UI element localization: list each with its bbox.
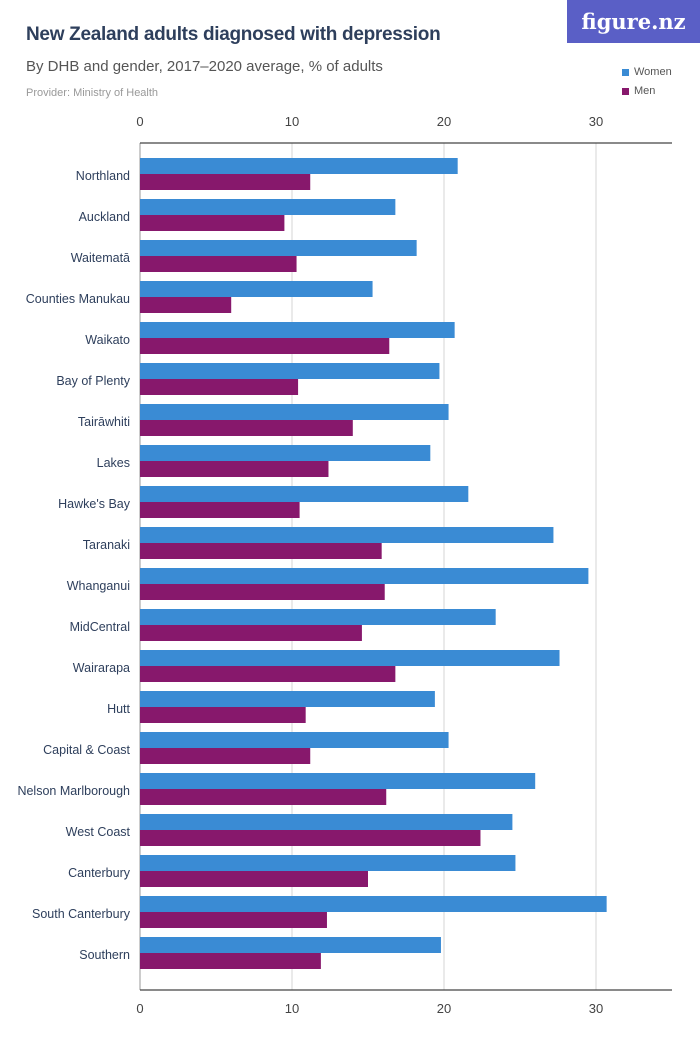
category-label: Bay of Plenty <box>56 374 130 388</box>
x-tick-label-top: 20 <box>437 114 451 129</box>
x-tick-label-bottom: 20 <box>437 1001 451 1016</box>
bar-women <box>140 937 441 953</box>
bar-men <box>140 871 368 887</box>
legend-swatch-women <box>622 68 629 76</box>
bar-women <box>140 240 417 256</box>
legend-item-men: Men <box>622 85 655 97</box>
category-label: Auckland <box>79 210 130 224</box>
bar-women <box>140 773 536 789</box>
bar-women <box>140 814 513 830</box>
category-label: Waitematā <box>71 251 130 265</box>
category-label: Waikato <box>85 333 130 347</box>
bar-men <box>140 338 390 354</box>
legend-label-women: Women <box>634 66 672 78</box>
bar-men <box>140 502 300 518</box>
x-tick-label-bottom: 0 <box>136 1001 143 1016</box>
category-label: Tairāwhiti <box>78 415 130 429</box>
category-label: Counties Manukau <box>26 292 130 306</box>
category-label: Canterbury <box>68 866 131 880</box>
bar-men <box>140 543 382 559</box>
bar-men <box>140 584 385 600</box>
bar-men <box>140 215 285 231</box>
chart-title: New Zealand adults diagnosed with depres… <box>26 24 441 45</box>
category-label: Hutt <box>107 702 130 716</box>
figure-nz-logo[interactable]: figure.nz <box>567 0 700 43</box>
bar-women <box>140 650 560 666</box>
bar-men <box>140 707 306 723</box>
bar-women <box>140 363 440 379</box>
bar-women <box>140 158 458 174</box>
bar-women <box>140 281 373 297</box>
bar-men <box>140 297 232 313</box>
x-tick-label-top: 30 <box>589 114 603 129</box>
bar-men <box>140 789 387 805</box>
bar-women <box>140 691 435 707</box>
legend-label-men: Men <box>634 85 656 97</box>
bar-women <box>140 609 496 625</box>
category-label: MidCentral <box>70 620 130 634</box>
bar-women <box>140 445 431 461</box>
logo-text: figure.nz <box>581 9 686 34</box>
category-label: Northland <box>76 169 130 183</box>
category-label: Southern <box>79 948 130 962</box>
bar-men <box>140 256 297 272</box>
bar-men <box>140 174 311 190</box>
bar-women <box>140 732 449 748</box>
bar-women <box>140 896 607 912</box>
bar-men <box>140 461 329 477</box>
bar-women <box>140 404 449 420</box>
bar-women <box>140 527 554 543</box>
bar-men <box>140 912 327 928</box>
bar-women <box>140 322 455 338</box>
bar-men <box>140 420 353 436</box>
category-label: West Coast <box>66 825 131 839</box>
category-label: Capital & Coast <box>43 743 130 757</box>
category-label: Whanganui <box>67 579 130 593</box>
x-tick-label-top: 0 <box>136 114 143 129</box>
bar-women <box>140 855 516 871</box>
x-tick-label-bottom: 10 <box>285 1001 299 1016</box>
bar-men <box>140 748 311 764</box>
legend-swatch-men <box>622 87 629 95</box>
x-tick-label-top: 10 <box>285 114 299 129</box>
category-label: Nelson Marlborough <box>17 784 130 798</box>
legend-item-women: Women <box>622 66 672 78</box>
x-tick-label-bottom: 30 <box>589 1001 603 1016</box>
category-label: Lakes <box>97 456 130 470</box>
category-label: South Canterbury <box>32 907 131 921</box>
bar-women <box>140 199 396 215</box>
bar-men <box>140 379 299 395</box>
category-label: Hawke's Bay <box>58 497 131 511</box>
category-label: Taranaki <box>83 538 130 552</box>
provider-note: Provider: Ministry of Health <box>26 87 159 99</box>
bar-women <box>140 486 469 502</box>
bar-men <box>140 625 362 641</box>
bar-men <box>140 666 396 682</box>
category-label: Wairarapa <box>73 661 130 675</box>
bar-men <box>140 830 481 846</box>
bar-men <box>140 953 321 969</box>
chart-subtitle: By DHB and gender, 2017–2020 average, % … <box>26 58 383 75</box>
bar-women <box>140 568 589 584</box>
